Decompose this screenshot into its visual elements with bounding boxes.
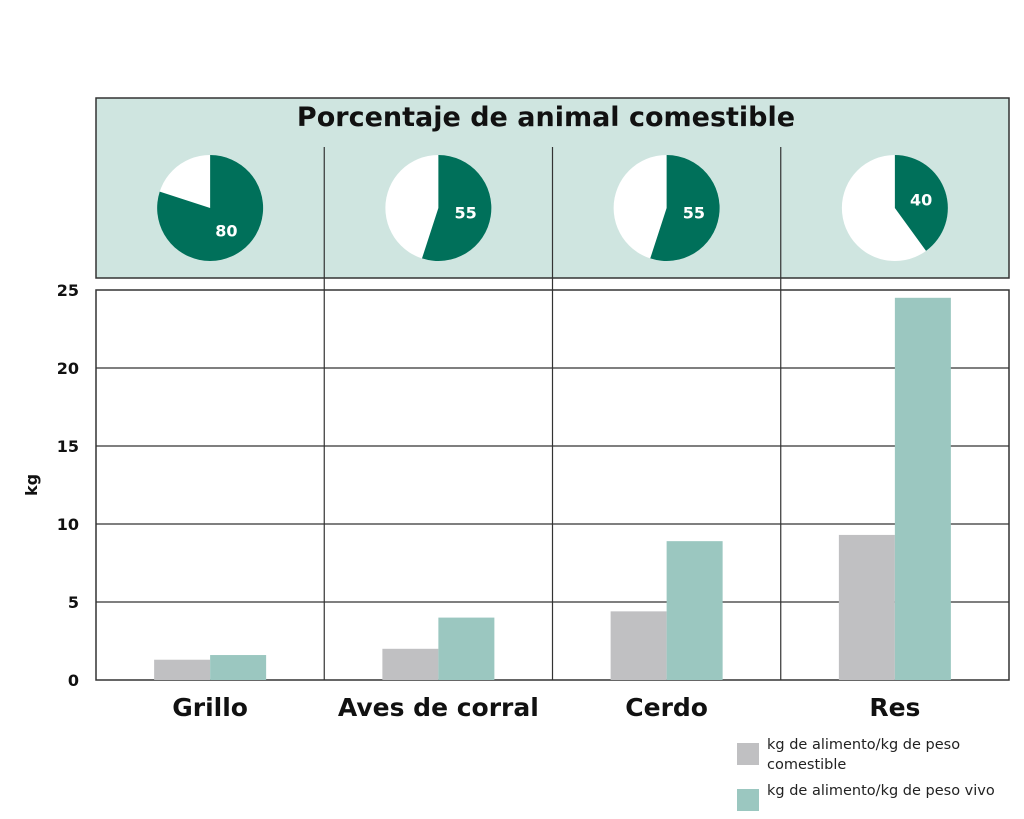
y-tick-label: 25 bbox=[57, 281, 79, 300]
pies: 80 55 55 40 bbox=[157, 155, 948, 262]
pie-slice bbox=[894, 155, 948, 251]
bar bbox=[610, 611, 667, 680]
x-tick-label: Aves de corral bbox=[338, 693, 539, 722]
legend-label: kg de alimento/kg de peso comestible bbox=[767, 737, 961, 773]
y-tick-label: 20 bbox=[57, 359, 79, 378]
pie-label: 55 bbox=[683, 203, 705, 222]
pie-label: 55 bbox=[454, 203, 476, 222]
pie-label: 40 bbox=[910, 190, 932, 209]
x-tick-label: Cerdo bbox=[625, 693, 708, 722]
pie: 55 bbox=[613, 155, 720, 262]
bar bbox=[666, 541, 723, 680]
pie-slice bbox=[650, 155, 720, 262]
bar bbox=[382, 648, 439, 680]
y-axis-label: kg bbox=[22, 474, 41, 496]
legend: kg de alimento/kg de peso comestible kg … bbox=[737, 735, 1022, 817]
pie: 40 bbox=[841, 155, 948, 261]
bar bbox=[894, 297, 951, 680]
pie: 55 bbox=[385, 155, 492, 262]
legend-label: kg de alimento/kg de peso vivo bbox=[767, 783, 995, 799]
chart-title: Porcentaje de animal comestible bbox=[297, 102, 795, 133]
legend-swatch bbox=[737, 789, 759, 811]
bar bbox=[838, 534, 895, 680]
bar bbox=[154, 659, 211, 680]
y-tick-label: 0 bbox=[68, 671, 79, 690]
bar bbox=[438, 617, 495, 680]
pie: 80 bbox=[157, 155, 264, 261]
y-tick-label: 10 bbox=[57, 515, 79, 534]
legend-swatch bbox=[737, 743, 759, 765]
pie-slice bbox=[157, 155, 264, 261]
plot-area: 0 5 10 15 20 25 Grillo Aves de corral Cerdo Res bbox=[57, 147, 1010, 722]
bar bbox=[210, 655, 267, 680]
x-tick-label: Grillo bbox=[172, 693, 248, 722]
pie-slice bbox=[421, 155, 492, 262]
y-tick-label: 15 bbox=[57, 437, 79, 456]
x-tick-label: Res bbox=[869, 693, 920, 722]
legend-item: kg de alimento/kg de peso comestible bbox=[737, 735, 1022, 775]
pie-label: 80 bbox=[215, 221, 237, 240]
y-tick-label: 5 bbox=[68, 593, 79, 612]
legend-item: kg de alimento/kg de peso vivo bbox=[737, 781, 1022, 811]
